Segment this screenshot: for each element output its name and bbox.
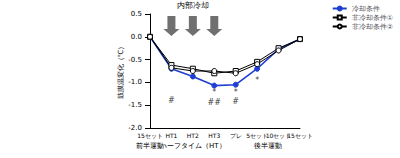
svg-text:-0.5: -0.5 — [128, 56, 142, 64]
svg-text:##: ## — [208, 98, 222, 107]
svg-text:-2.0: -2.0 — [128, 124, 142, 132]
svg-text:HT3: HT3 — [208, 132, 220, 139]
svg-text:15セット: 15セット — [137, 132, 163, 139]
svg-text:非冷却条件②: 非冷却条件② — [352, 23, 393, 31]
svg-text:0.5: 0.5 — [131, 10, 142, 18]
svg-text:-1.5: -1.5 — [128, 101, 142, 109]
svg-text:15セット: 15セット — [287, 132, 313, 139]
svg-text:HT2: HT2 — [187, 132, 199, 139]
svg-text:冷却条件: 冷却条件 — [352, 5, 380, 13]
svg-text:0.0: 0.0 — [131, 33, 142, 41]
svg-text:10セット: 10セット — [265, 131, 292, 139]
svg-text:#: # — [168, 96, 175, 105]
svg-text:-1.0: -1.0 — [128, 78, 142, 86]
svg-text:非冷却条件①: 非冷却条件① — [352, 14, 393, 22]
svg-text:前半運動: 前半運動 — [136, 141, 164, 150]
svg-text:*: * — [234, 88, 238, 97]
svg-text:内部冷却: 内部冷却 — [177, 1, 209, 10]
svg-text:プレ: プレ — [230, 132, 242, 139]
svg-text:5セット: 5セット — [246, 131, 269, 139]
svg-text:鼓膜温変化（℃）: 鼓膜温変化（℃） — [117, 43, 125, 100]
svg-text:後半運動: 後半運動 — [254, 142, 282, 150]
svg-text:HT1: HT1 — [165, 132, 177, 139]
svg-text:ハーフタイム（HT）: ハーフタイム（HT） — [159, 142, 226, 150]
svg-text:*: * — [212, 88, 216, 97]
svg-text:#: # — [232, 97, 239, 106]
svg-text:*: * — [255, 76, 259, 85]
